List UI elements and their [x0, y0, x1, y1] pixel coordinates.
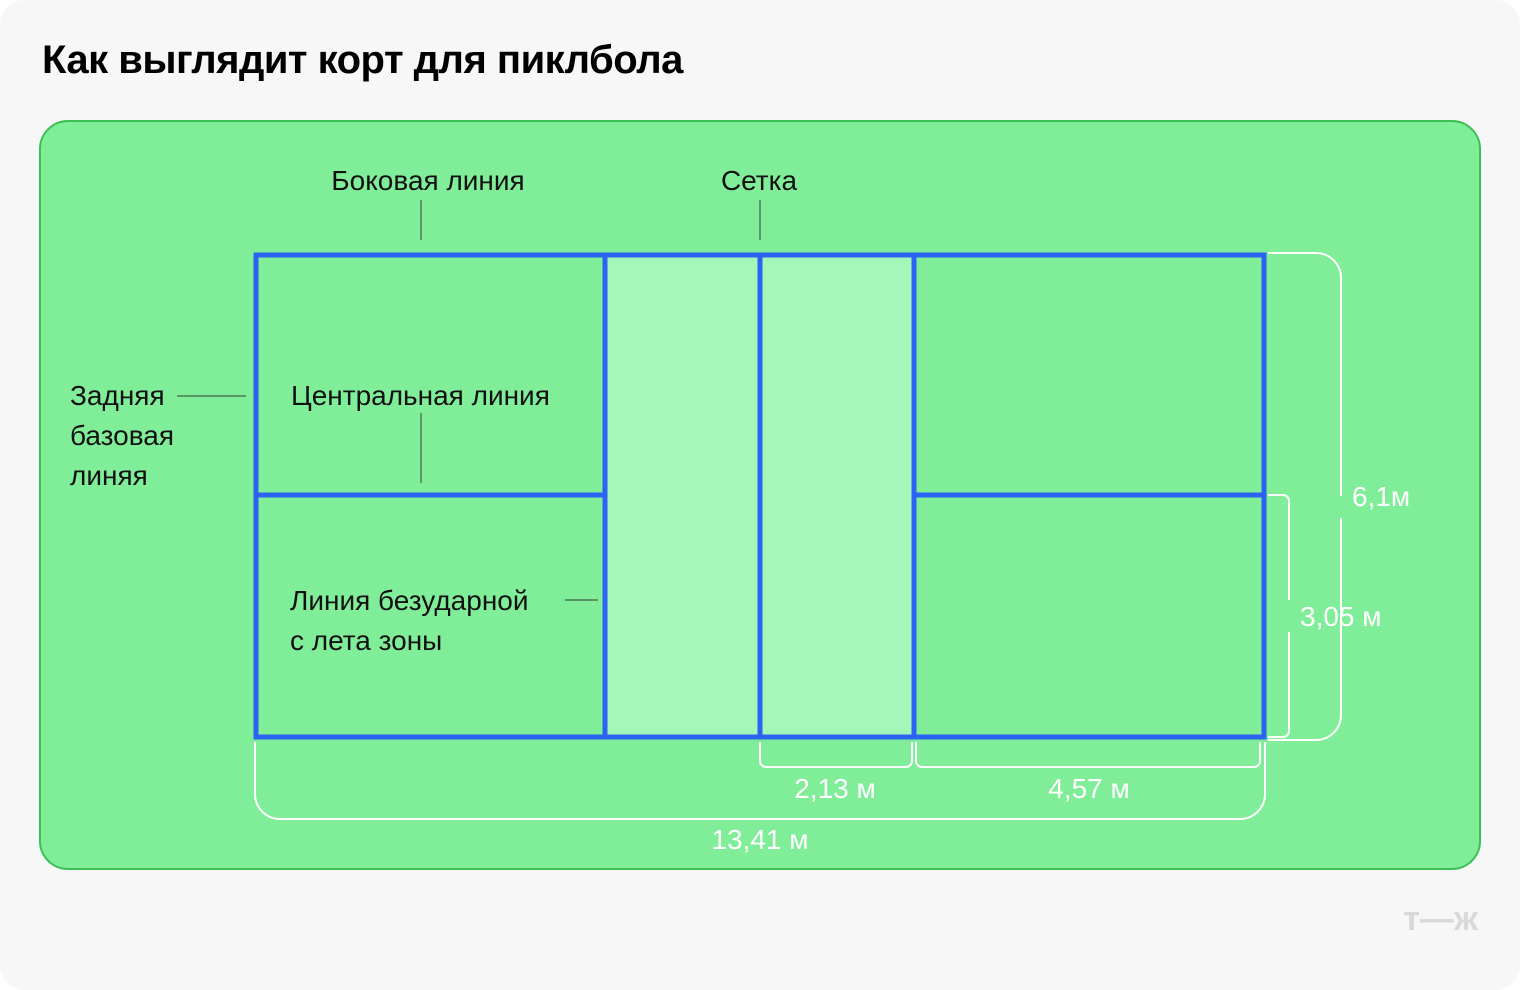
width-full-label: 6,1м	[1352, 481, 1410, 512]
kitchen-label-2: с лета зоны	[290, 625, 442, 656]
net-label: Сетка	[721, 165, 798, 196]
baseline-label-1: Задняя	[70, 380, 165, 411]
kitchen-label-1: Линия безударной	[290, 585, 529, 616]
page-title: Как выглядит корт для пиклбола	[42, 38, 683, 82]
court-lines	[253, 252, 1267, 740]
leader-lines	[177, 200, 761, 601]
baseline-label-3: линяя	[70, 460, 148, 491]
service-depth-label: 4,57 м	[1048, 773, 1130, 804]
width-half-label: 3,05 м	[1300, 601, 1382, 632]
length-label: 13,41 м	[711, 824, 808, 855]
baseline-label-2: базовая	[70, 420, 174, 451]
brand-logo: т—ж	[1403, 900, 1479, 938]
dimension-brackets	[254, 252, 1342, 820]
centerline-label: Центральная линия	[291, 380, 550, 411]
sideline-label: Боковая линия	[331, 165, 524, 196]
kitchen-depth-label: 2,13 м	[794, 773, 876, 804]
